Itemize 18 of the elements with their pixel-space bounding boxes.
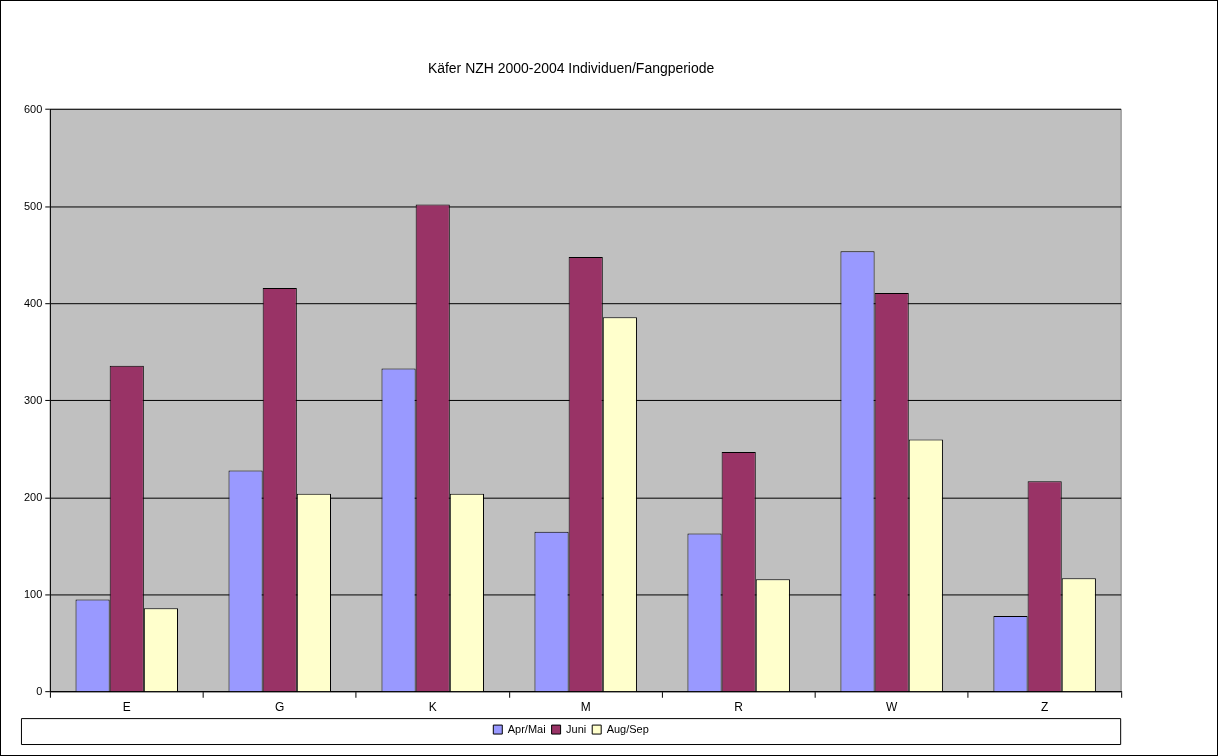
- y-tick-label: 100: [23, 587, 43, 600]
- y-tick-label: 0: [36, 684, 43, 697]
- x-tick-label: G: [275, 700, 285, 715]
- legend-label: Aug/Sep: [606, 722, 649, 735]
- x-tick-label: M: [580, 700, 591, 715]
- x-tick-label: Z: [1041, 700, 1049, 715]
- y-tick-label: 600: [23, 102, 43, 115]
- legend-label: Apr/Mai: [507, 722, 546, 735]
- y-tick-label: 300: [23, 393, 43, 406]
- x-tick-label: W: [886, 700, 899, 715]
- chart-title: Käfer NZH 2000-2004 Individuen/Fangperiode: [427, 60, 715, 77]
- y-tick-label: 200: [23, 490, 43, 503]
- legend-label: Juni: [566, 722, 587, 735]
- y-tick-label: 500: [23, 199, 43, 212]
- x-tick-label: R: [734, 700, 744, 715]
- x-tick-label: K: [428, 700, 437, 715]
- y-tick-label: 400: [23, 296, 43, 309]
- x-tick-label: E: [122, 700, 131, 715]
